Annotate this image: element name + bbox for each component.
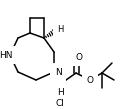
Text: H: H xyxy=(57,25,63,33)
Text: Cl: Cl xyxy=(56,99,64,107)
Text: O: O xyxy=(87,76,94,84)
Text: O: O xyxy=(76,53,83,61)
Text: HN: HN xyxy=(0,50,13,60)
Text: H: H xyxy=(57,88,63,96)
Text: N: N xyxy=(55,67,62,77)
